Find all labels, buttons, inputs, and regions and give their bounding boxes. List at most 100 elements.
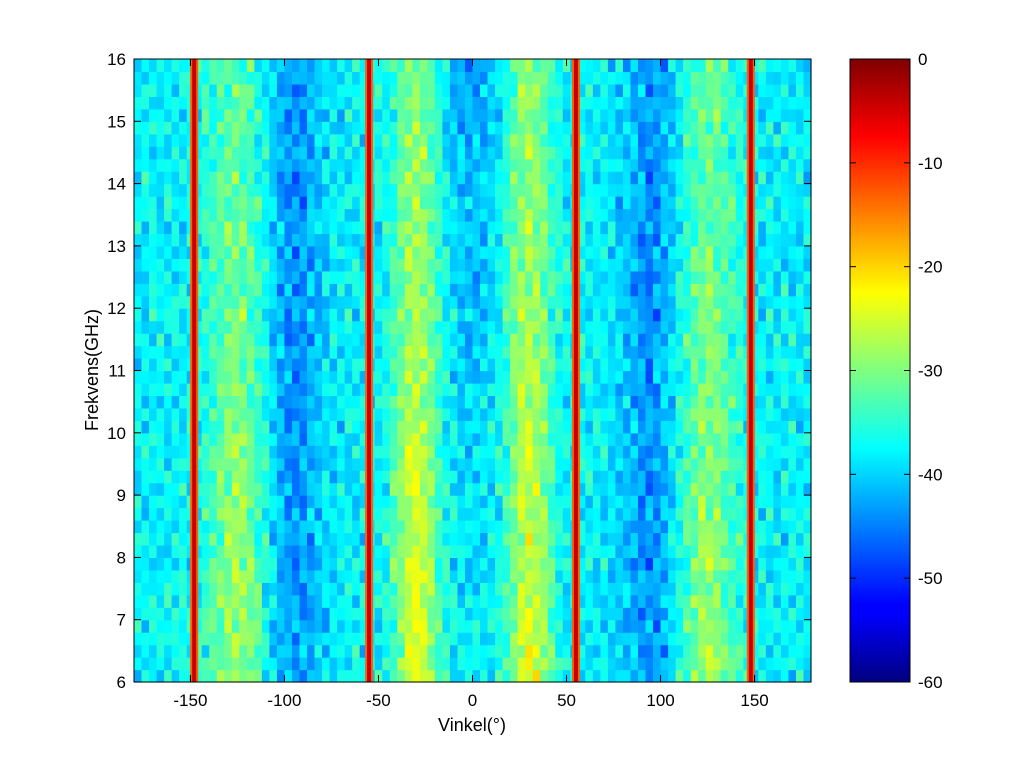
heatmap-cell <box>653 59 662 73</box>
heatmap-cell <box>209 233 218 247</box>
heatmap-cell <box>788 582 797 596</box>
heatmap-cell <box>653 183 662 197</box>
heatmap-cell <box>765 121 774 135</box>
heatmap-cell <box>480 108 489 122</box>
heatmap-cell <box>698 308 707 322</box>
heatmap-cell <box>382 121 391 135</box>
heatmap-cell <box>758 407 767 421</box>
heatmap-cell <box>156 308 165 322</box>
heatmap-cell <box>480 532 489 546</box>
heatmap-cell <box>487 569 496 583</box>
heatmap-cell <box>419 59 428 73</box>
heatmap-cell <box>307 283 316 297</box>
heatmap-cell <box>495 644 504 658</box>
heatmap-cell <box>352 270 361 284</box>
heatmap-cell <box>382 146 391 160</box>
heatmap-cell <box>637 532 647 546</box>
heatmap-cell <box>622 146 632 160</box>
heatmap-cell <box>412 333 421 347</box>
heatmap-cell <box>660 295 669 309</box>
heatmap-cell <box>457 283 466 297</box>
heatmap-cell <box>750 520 759 534</box>
heatmap-cell <box>720 59 729 73</box>
heatmap-cell <box>713 345 722 359</box>
heatmap-cell <box>231 644 240 658</box>
heatmap-cell <box>683 370 692 384</box>
heatmap-cell <box>780 370 790 384</box>
heatmap-cell <box>291 345 301 359</box>
heatmap-cell <box>231 594 240 608</box>
heatmap-cell <box>314 183 323 197</box>
heatmap-cell <box>758 121 767 135</box>
heatmap-cell <box>224 220 233 235</box>
heatmap-cell <box>276 270 286 284</box>
heatmap-cell <box>307 358 316 372</box>
heatmap-cell <box>209 320 218 334</box>
heatmap-cell <box>645 345 654 359</box>
heatmap-cell <box>510 544 519 558</box>
heatmap-cell <box>374 196 383 210</box>
heatmap-cell <box>307 220 316 235</box>
heatmap-cell <box>472 507 481 521</box>
heatmap-cell <box>284 544 293 558</box>
heatmap-cell <box>201 358 210 372</box>
heatmap-cell <box>209 644 218 658</box>
heatmap-cell <box>540 283 549 297</box>
heatmap-cell <box>329 320 338 334</box>
heatmap-cell <box>382 482 391 496</box>
heatmap-cell <box>216 644 225 658</box>
heatmap-cell <box>194 196 203 210</box>
heatmap-cell <box>427 520 436 534</box>
heatmap-cell <box>773 657 782 671</box>
heatmap-cell <box>171 333 180 347</box>
heatmap-cell <box>344 171 353 185</box>
heatmap-cell <box>231 470 240 484</box>
heatmap-cell <box>404 333 413 347</box>
heatmap-cell <box>246 158 255 172</box>
heatmap-cell <box>224 482 233 496</box>
heatmap-cell <box>683 582 692 596</box>
heatmap-cell <box>637 83 647 97</box>
heatmap-cell <box>502 320 511 334</box>
heatmap-cell <box>592 482 601 496</box>
heatmap-cell <box>216 108 225 122</box>
heatmap-cell <box>780 333 790 347</box>
heatmap-cell <box>404 507 413 521</box>
heatmap-cell <box>480 345 489 359</box>
heatmap-cell <box>464 59 474 73</box>
heatmap-cell <box>329 619 338 633</box>
heatmap-cell <box>495 520 504 534</box>
heatmap-cell <box>698 220 707 235</box>
heatmap-cell <box>307 607 316 621</box>
heatmap-cell <box>555 657 564 671</box>
heatmap-cell <box>224 133 233 147</box>
heatmap-cell <box>660 370 669 384</box>
heatmap-cell <box>547 59 556 73</box>
heatmap-cell <box>434 619 444 633</box>
heatmap-cell <box>412 96 421 110</box>
heatmap-cell <box>337 544 346 558</box>
heatmap-cell <box>164 308 173 322</box>
heatmap-cell <box>442 158 451 172</box>
heatmap-cell <box>713 520 722 534</box>
heatmap-cell <box>382 632 391 646</box>
heatmap-cell <box>547 208 556 222</box>
heatmap-cell <box>404 133 413 147</box>
heatmap-cell <box>683 283 692 297</box>
heatmap-cell <box>276 507 286 521</box>
heatmap-cell <box>502 345 511 359</box>
heatmap-cell <box>269 59 278 73</box>
heatmap-cell <box>683 270 692 284</box>
heatmap-cell <box>464 557 474 571</box>
heatmap-cell <box>134 83 143 97</box>
heatmap-cell <box>480 283 489 297</box>
heatmap-cell <box>231 270 240 284</box>
heatmap-cell <box>457 420 466 434</box>
heatmap-cell <box>525 495 534 509</box>
heatmap-cell <box>382 83 391 97</box>
heatmap-cell <box>434 632 444 646</box>
heatmap-cell <box>299 133 308 147</box>
heatmap-cell <box>359 308 368 322</box>
heatmap-cell <box>540 457 549 471</box>
heatmap-cell <box>660 520 669 534</box>
